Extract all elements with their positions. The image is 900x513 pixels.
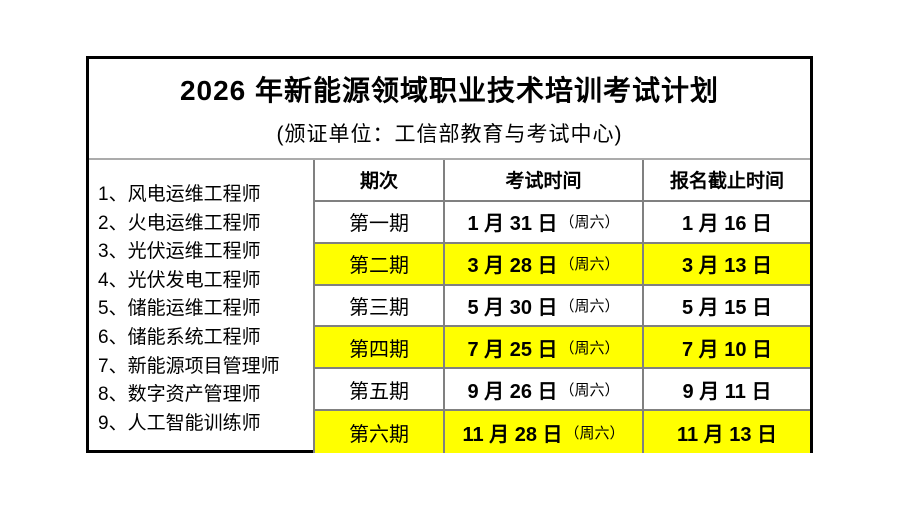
exam-date-cell: 5 月 30 日（周六） xyxy=(445,285,644,326)
column-header-exam-time: 考试时间 xyxy=(445,160,644,200)
list-item: 7、新能源项目管理师 xyxy=(98,355,280,377)
page-subtitle: (颁证单位：工信部教育与考试中心) xyxy=(276,123,623,146)
deadline-cell: 7 月 10 日 xyxy=(644,327,810,367)
table-row: 第五期 9 月 26 日（周六） 9 月 11 日 xyxy=(315,369,810,412)
column-header-deadline: 报名截止时间 xyxy=(669,171,784,193)
list-item: 8、数字资产管理师 xyxy=(98,384,261,406)
deadline-cell: 11 月 13 日 xyxy=(644,411,810,453)
exam-weekday-note: （周六） xyxy=(564,425,625,442)
exam-date: 5 月 30 日 xyxy=(467,297,558,319)
deadline-date: 11 月 13 日 xyxy=(676,423,778,446)
deadline-date: 7 月 10 日 xyxy=(681,338,773,361)
list-item: 5、储能运维工程师 xyxy=(98,298,261,320)
exam-date-cell: 11 月 28 日（周六） xyxy=(445,411,644,453)
title-area: 2026 年新能源领域职业技术培训考试计划 (颁证单位：工信部教育与考试中心) xyxy=(89,59,810,160)
period-label: 第三期 xyxy=(349,297,409,319)
exam-date: 3 月 28 日 xyxy=(467,255,558,278)
document-body: 1、风电运维工程师 2、火电运维工程师 3、光伏运维工程师 4、光伏发电工程师 … xyxy=(89,160,810,453)
list-item: 2、火电运维工程师 xyxy=(98,212,261,234)
period-cell: 第一期 xyxy=(315,201,445,242)
table-row: 第二期 3 月 28 日（周六） 3 月 13 日 xyxy=(315,243,810,286)
exam-date-cell: 7 月 25 日（周六） xyxy=(445,327,644,368)
period-cell: 第四期 xyxy=(315,327,445,368)
deadline-date: 3 月 13 日 xyxy=(681,255,773,278)
list-item: 6、储能系统工程师 xyxy=(98,326,261,348)
deadline-cell: 9 月 11 日 xyxy=(644,369,810,409)
deadline-cell: 1 月 16 日 xyxy=(644,202,810,242)
exam-weekday-note: （周六） xyxy=(559,215,620,232)
deadline-date: 1 月 16 日 xyxy=(681,213,773,236)
exam-date: 7 月 25 日 xyxy=(467,338,558,361)
list-item: 3、光伏运维工程师 xyxy=(98,241,261,263)
exam-date: 11 月 28 日 xyxy=(462,423,563,446)
exam-plan-document: 2026 年新能源领域职业技术培训考试计划 (颁证单位：工信部教育与考试中心) … xyxy=(86,56,813,453)
list-item: 4、光伏发电工程师 xyxy=(98,269,261,291)
schedule-table: 期次 考试时间 报名截止时间 第一期 1 月 31 日（周六） 1 月 16 日… xyxy=(313,160,810,453)
table-row: 第一期 1 月 31 日（周六） 1 月 16 日 xyxy=(315,201,810,244)
period-label: 第四期 xyxy=(349,338,409,361)
period-cell: 第三期 xyxy=(315,285,445,326)
list-item: 9、人工智能训练师 xyxy=(98,412,261,434)
period-cell: 第二期 xyxy=(315,243,445,284)
exam-date: 1 月 31 日 xyxy=(467,213,558,236)
table-row: 第四期 7 月 25 日（周六） 7 月 10 日 xyxy=(315,327,810,370)
deadline-cell: 3 月 13 日 xyxy=(644,244,810,284)
period-cell: 第五期 xyxy=(315,369,445,410)
period-label: 第五期 xyxy=(349,380,409,403)
table-header-row: 期次 考试时间 报名截止时间 xyxy=(315,160,810,202)
deadline-date: 9 月 11 日 xyxy=(682,380,772,403)
exam-weekday-note: （周六） xyxy=(559,382,620,399)
table-row: 第三期 5 月 30 日（周六） 5 月 15 日 xyxy=(315,285,810,328)
exam-weekday-note: （周六） xyxy=(559,299,620,315)
period-label: 第六期 xyxy=(349,423,409,446)
exam-weekday-note: （周六） xyxy=(559,340,620,357)
period-label: 第一期 xyxy=(349,213,409,236)
certification-list: 1、风电运维工程师 2、火电运维工程师 3、光伏运维工程师 4、光伏发电工程师 … xyxy=(89,160,313,453)
period-cell: 第六期 xyxy=(315,411,445,453)
period-label: 第二期 xyxy=(349,255,409,278)
exam-weekday-note: （周六） xyxy=(559,257,620,274)
page-title: 2026 年新能源领域职业技术培训考试计划 xyxy=(179,75,720,106)
deadline-date: 5 月 15 日 xyxy=(681,297,773,319)
exam-date-cell: 3 月 28 日（周六） xyxy=(445,243,644,284)
column-header-period: 期次 xyxy=(315,160,445,200)
deadline-cell: 5 月 15 日 xyxy=(644,286,810,326)
table-row: 第六期 11 月 28 日（周六） 11 月 13 日 xyxy=(315,411,810,453)
exam-date-cell: 9 月 26 日（周六） xyxy=(445,369,644,410)
exam-date: 9 月 26 日 xyxy=(467,380,558,403)
exam-date-cell: 1 月 31 日（周六） xyxy=(445,201,644,242)
list-item: 1、风电运维工程师 xyxy=(98,184,261,205)
